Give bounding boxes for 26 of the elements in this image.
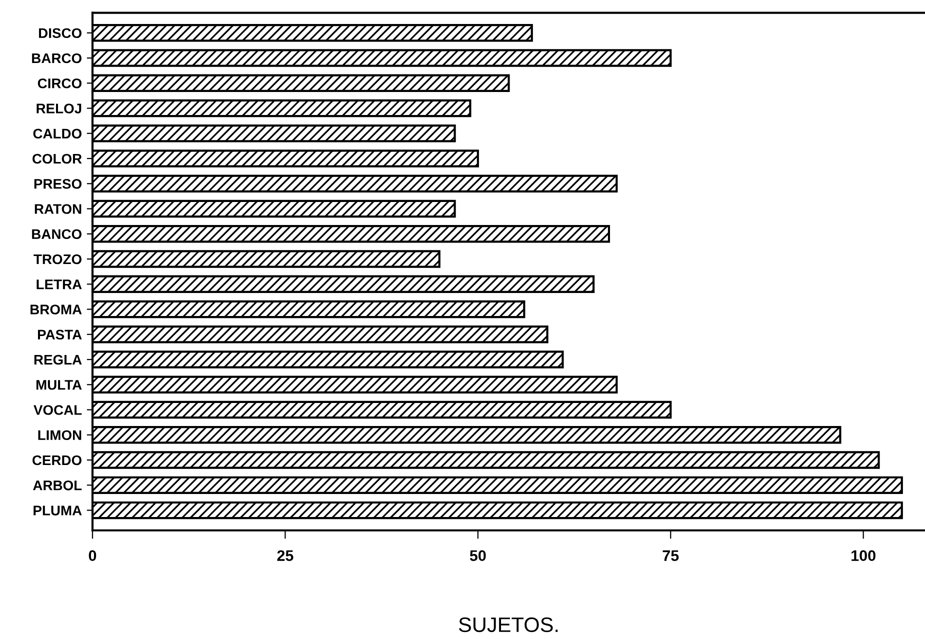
x-tick-label: 100: [852, 550, 876, 562]
y-tick-label: CALDO: [33, 128, 82, 139]
x-tick-label: 25: [277, 550, 294, 562]
y-tick-label: LETRA: [36, 280, 82, 290]
y-tick-label: DISCO: [39, 28, 82, 38]
y-tick-label: PRESO: [34, 178, 82, 189]
y-tick-label: RATON: [34, 204, 82, 214]
y-tick-label: PASTA: [38, 330, 82, 340]
x-axis-title: SUJETOS.: [458, 617, 558, 632]
x-tick-label: 75: [662, 550, 679, 562]
y-tick-label: CERDO: [32, 455, 82, 466]
y-tick-label: REGLA: [34, 354, 82, 365]
x-tick-label: 50: [470, 550, 486, 562]
y-tick-label: BARCO: [32, 53, 82, 64]
y-tick-label: BROMA: [30, 304, 82, 314]
y-tick-label: MULTA: [36, 380, 82, 390]
y-tick-label: TROZO: [34, 254, 82, 264]
x-tick-label: 0: [88, 550, 96, 562]
y-tick-label: BANCO: [32, 229, 82, 240]
y-tick-label: PLUMA: [34, 506, 82, 516]
y-tick-label: CIRCO: [38, 78, 82, 88]
y-tick-label: VOCAL: [34, 405, 82, 415]
y-tick-label: LIMON: [38, 430, 82, 440]
y-tick-label: RELOJ: [36, 104, 82, 114]
y-tick-label: ARBOL: [33, 480, 82, 490]
y-tick-label: COLOR: [32, 154, 82, 164]
